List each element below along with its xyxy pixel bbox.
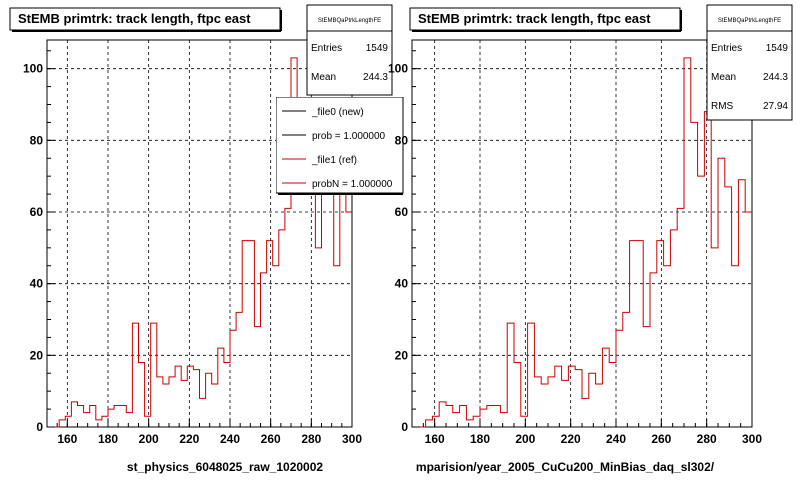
y-tick-label: 0 [401,420,408,434]
y-tick-label: 80 [395,133,409,147]
stats-box-title: StEMBQaPtrkLengthFE [718,18,781,24]
stats-entries-value: 1549 [366,43,389,54]
x-tick-label: 220 [561,432,581,446]
y-tick-label: 0 [36,420,43,434]
y-tick-label: 60 [30,205,44,219]
stats-box-frame [306,4,393,96]
x-tick-label: 220 [179,432,199,446]
legend-label: probN = 1.000000 [312,179,393,190]
y-tick-label: 40 [30,277,44,291]
stats-mean-label: Mean [311,72,336,83]
stats-rms-value: 27.94 [763,101,788,112]
legend: _file0 (new) prob = 1.000000 _file1 (ref) p… [276,97,404,195]
x-tick-label: 180 [98,432,118,446]
x-tick-label: 260 [651,432,671,446]
x-tick-label: 160 [57,432,77,446]
y-tick-label: 80 [30,133,44,147]
x-tick-label: 300 [742,432,762,446]
x-axis-label: mparision/year_2005_CuCu200_MinBias_daq_… [416,460,715,474]
x-tick-label: 240 [606,432,626,446]
y-tick-label: 100 [23,62,43,76]
legend-label: _file1 (ref) [311,155,357,166]
x-tick-label: 180 [470,432,490,446]
stats-mean-label: Mean [711,72,736,83]
chart-title: StEMB primtrk: track length, ftpc east [18,11,251,26]
stats-box-frame [706,4,793,121]
stats-box: StEMBQaPtrkLengthFE Entries 1549 Mean 244.3 [306,4,393,96]
y-tick-label: 100 [388,62,408,76]
histogram-panel-1: 160 180 200 220 240 260 280 300 0 20 40 60 80 100 st_p… [9,4,404,474]
x-tick-label: 160 [425,432,445,446]
x-tick-label: 300 [342,432,362,446]
x-tick-label: 200 [515,432,535,446]
x-tick-label: 280 [697,432,717,446]
stats-entries-value: 1549 [766,43,789,54]
y-tick-label: 60 [395,205,409,219]
x-tick-label: 260 [261,432,281,446]
legend-label: _file0 (new) [311,107,364,118]
x-axis-label: st_physics_6048025_raw_1020002 [127,460,323,474]
stats-entries-label: Entries [711,43,742,54]
stats-entries-label: Entries [311,43,342,54]
stats-box-title: StEMBQaPtrkLengthFE [318,18,381,24]
stats-mean-value: 244.3 [363,72,388,83]
y-tick-label: 20 [395,348,409,362]
x-tick-label: 200 [139,432,159,446]
histogram-series-line [412,57,752,428]
y-tick-label: 20 [30,348,44,362]
legend-frame [276,97,404,194]
y-tick-label: 40 [395,277,409,291]
x-tick-label: 240 [220,432,240,446]
legend-label: prob = 1.000000 [312,131,386,142]
stats-rms-label: RMS [711,101,734,112]
plot-frame [411,39,753,428]
stats-mean-value: 244.3 [763,72,788,83]
histogram-panel-2: 160 180 200 220 240 260 280 300 0 20 40 60 80 100 mpar… [388,4,793,474]
chart-title: StEMB primtrk: track length, ftpc east [418,11,651,26]
stats-box: StEMBQaPtrkLengthFE Entries 1549 Mean 244.3 R… [706,4,793,121]
x-tick-label: 280 [301,432,321,446]
